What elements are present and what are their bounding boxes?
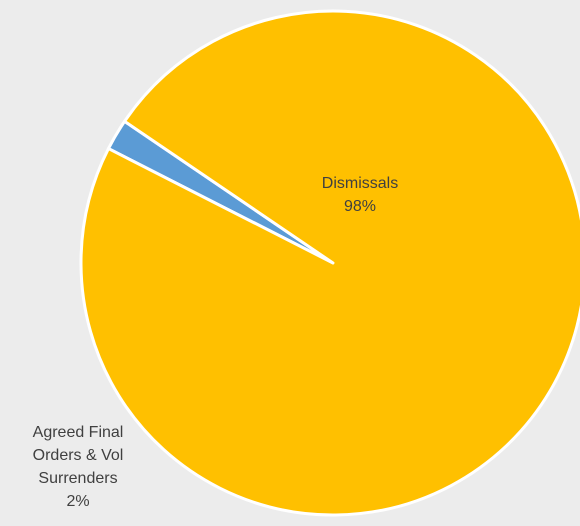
data-label-agreed-line-3: Surrenders: [38, 470, 118, 487]
data-label-agreed-line-2: Orders & Vol: [32, 447, 124, 464]
pie-slice-dismissals: [79, 9, 580, 517]
data-label-dismissals-name: Dismissals: [321, 175, 399, 192]
data-label-agreed-line-1: Agreed Final: [32, 424, 124, 441]
data-label-agreed-percent: 2%: [66, 493, 90, 510]
data-label-dismissals-percent: 98%: [343, 198, 377, 215]
data-label-dismissals: Dismissals 98%: [290, 172, 430, 218]
data-label-agreed-final-orders: Agreed Final Orders & Vol Surrenders 2%: [0, 421, 156, 513]
